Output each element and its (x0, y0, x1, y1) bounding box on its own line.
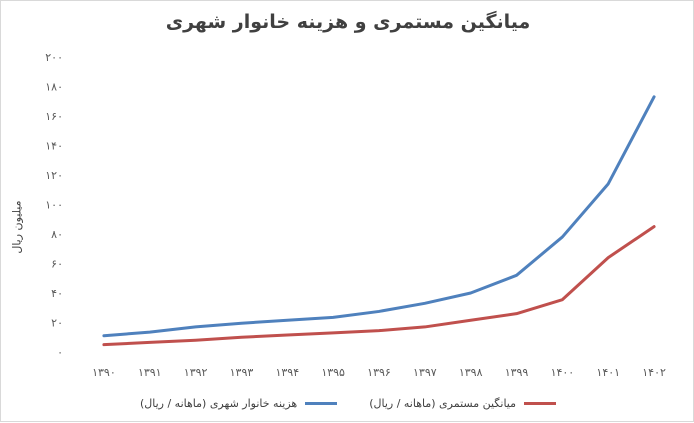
y-tick-label: ۱۲۰ (45, 169, 63, 182)
x-tick-label: ۱۳۹۹ (505, 366, 529, 379)
legend-label-household-expense: هزینه خانوار شهری (ماهانه / ریال) (139, 397, 298, 410)
x-tick-label: ۱۳۹۰ (92, 366, 116, 379)
x-tick-label: ۱۳۹۲ (184, 366, 208, 379)
y-tick-label: ۱۸۰ (45, 81, 63, 94)
series-line-pension (102, 225, 656, 347)
x-tick-label: ۱۳۹۵ (321, 366, 345, 379)
y-axis-ticks: ۰ ۲۰ ۴۰ ۶۰ ۸۰ ۱۰۰ ۱۲۰ ۱۴۰ ۱۶۰ ۱۸۰ ۲۰۰ (45, 51, 63, 359)
y-tick-label: ۲۰۰ (45, 51, 63, 64)
x-tick-label: ۱۳۹۴ (275, 366, 299, 379)
y-tick-label: ۱۶۰ (45, 110, 63, 123)
series-lines (102, 95, 656, 347)
x-tick-label: ۱۴۰۱ (596, 366, 620, 379)
y-tick-label: ۱۰۰ (45, 199, 63, 212)
x-axis-ticks: ۱۳۹۰ ۱۳۹۱ ۱۳۹۲ ۱۳۹۳ ۱۳۹۴ ۱۳۹۵ ۱۳۹۶ ۱۳۹۷ ۱۳۹۸ ۱۳۹۹… (92, 366, 666, 379)
legend-label-pension: میانگین مستمری (ماهانه / ریال) (369, 397, 517, 410)
legend-swatch-pension (524, 402, 557, 405)
x-tick-label: ۱۴۰۲ (642, 366, 666, 379)
legend: هزینه خانوار شهری (ماهانه / ریال) میانگی… (1, 397, 694, 410)
legend-item-pension: میانگین مستمری (ماهانه / ریال) (369, 397, 557, 410)
x-tick-label: ۱۳۹۱ (138, 366, 162, 379)
legend-swatch-household-expense (305, 402, 338, 405)
x-tick-label: ۱۳۹۶ (367, 366, 391, 379)
legend-item-household-expense: هزینه خانوار شهری (ماهانه / ریال) (139, 397, 338, 410)
y-tick-label: ۸۰ (51, 228, 63, 241)
x-tick-label: ۱۳۹۸ (459, 366, 483, 379)
y-tick-label: ۲۰ (51, 317, 63, 330)
y-tick-label: ۶۰ (51, 258, 63, 271)
chart-title: میانگین مستمری و هزینه خانوار شهری (165, 11, 531, 33)
y-tick-label: ۴۰ (51, 287, 63, 300)
x-tick-label: ۱۳۹۳ (230, 366, 254, 379)
y-tick-label: ۱۴۰ (45, 140, 63, 153)
x-tick-label: ۱۴۰۰ (551, 366, 575, 379)
x-tick-label: ۱۳۹۷ (413, 366, 437, 379)
y-tick-label: ۰ (57, 346, 63, 359)
series-line-household-expense (102, 95, 656, 338)
